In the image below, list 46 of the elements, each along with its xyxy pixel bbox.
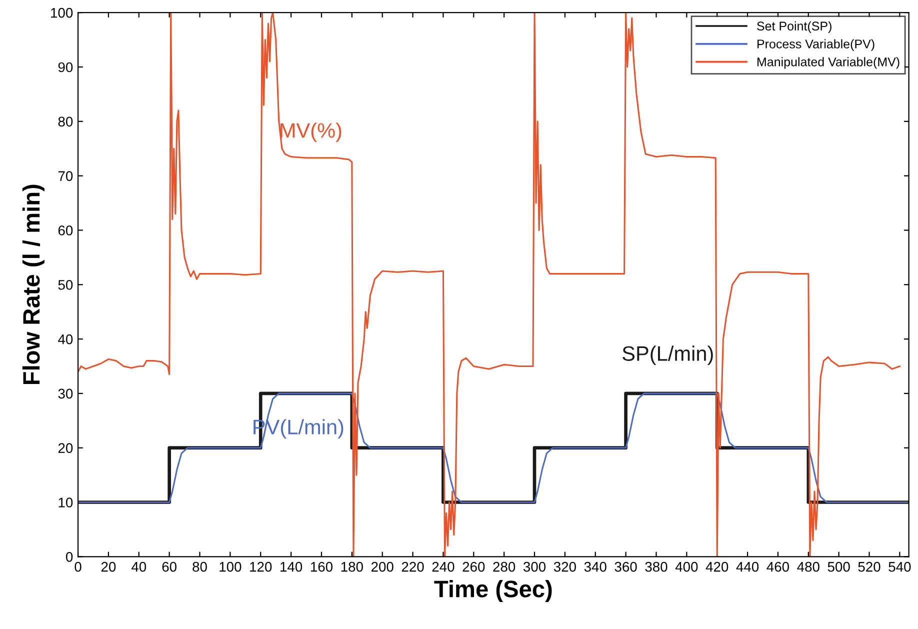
x-tick-label: 200: [371, 562, 394, 572]
x-tick-label: 140: [280, 562, 302, 572]
x-tick-label: 460: [766, 562, 790, 572]
x-tick-label: 500: [828, 562, 850, 572]
x-tick-label: 480: [797, 562, 820, 572]
legend-label: Manipulated Variable(MV): [758, 57, 900, 69]
y-tick-label: 20: [58, 443, 73, 454]
x-tick-label: 180: [341, 562, 363, 572]
x-tick-label: 400: [675, 562, 698, 572]
y-tick-label: 0: [66, 552, 73, 562]
x-tick-label: 340: [584, 562, 606, 572]
y-tick-label: 30: [58, 388, 73, 399]
y-tick-label: 80: [58, 116, 73, 127]
x-tick-label: 0: [74, 562, 82, 572]
x-tick-label: 440: [736, 562, 759, 572]
x-tick-label: 40: [131, 562, 146, 572]
legend-label: Process Variable(PV): [758, 39, 874, 51]
x-tick-label: 380: [645, 562, 668, 572]
y-tick-label: 60: [58, 226, 73, 236]
x-tick-label: 320: [554, 562, 576, 572]
x-axis-title: Time (Sec): [434, 580, 552, 602]
y-axis-title: Flow Rate (l / min): [22, 184, 44, 384]
x-tick-label: 220: [402, 562, 424, 572]
x-tick-label: 240: [432, 562, 454, 572]
x-tick-label: 120: [250, 562, 272, 572]
x-tick-label: 60: [162, 562, 177, 572]
y-tick-label: 50: [58, 280, 73, 290]
x-tick-label: 420: [706, 562, 728, 572]
x-tick-label: 160: [310, 562, 333, 572]
y-tick-label: 10: [58, 498, 73, 508]
x-tick-label: 280: [493, 562, 516, 572]
y-tick-label: 70: [58, 171, 73, 181]
legend-label: Set Point(SP): [757, 21, 832, 33]
y-tick-label: 40: [58, 334, 73, 344]
x-tick-label: 540: [888, 562, 911, 572]
x-tick-label: 20: [101, 562, 116, 572]
y-tick-label: 90: [58, 62, 73, 72]
y-tick-label: 100: [51, 8, 73, 18]
annotation: MV(%): [280, 122, 342, 142]
annotation: SP(L/min): [622, 346, 713, 366]
x-tick-label: 360: [614, 562, 637, 572]
x-tick-label: 300: [523, 562, 546, 572]
x-tick-label: 260: [462, 562, 485, 572]
x-tick-label: 520: [858, 562, 880, 572]
x-tick-label: 100: [220, 562, 242, 572]
x-tick-label: 80: [192, 562, 207, 572]
